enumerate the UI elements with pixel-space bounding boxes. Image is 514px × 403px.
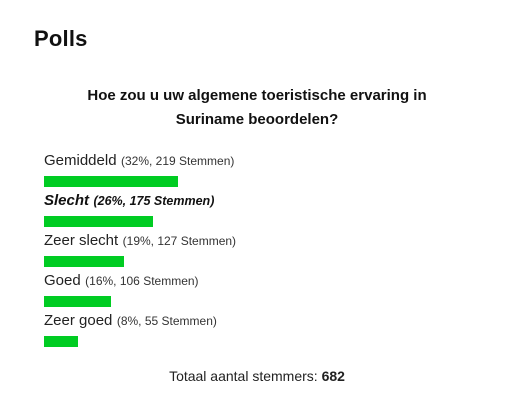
result-bar-track (44, 176, 474, 187)
poll-question-line2: Suriname beoordelen? (175, 111, 339, 128)
poll-options: Gemiddeld (32%, 219 Stemmen) Slecht (26%… (44, 150, 484, 350)
total-voters: Totaal aantal stemmers: 682 (0, 368, 514, 384)
result-bar-track (44, 296, 474, 307)
option-label: Zeer slecht (44, 232, 119, 249)
result-bar (44, 176, 178, 187)
result-bar (44, 336, 78, 347)
option-stats: (32%, 219 Stemmen) (121, 154, 235, 168)
total-voters-value: 682 (321, 368, 345, 384)
result-bar (44, 296, 111, 307)
option-stats: (26%, 175 Stemmen) (93, 194, 215, 208)
poll-option-slecht: Slecht (26%, 175 Stemmen) (44, 190, 484, 230)
result-bar-track (44, 256, 474, 267)
option-stats: (19%, 127 Stemmen) (122, 234, 237, 248)
total-voters-label: Totaal aantal stemmers: (169, 368, 318, 384)
option-stats: (16%, 106 Stemmen) (85, 274, 199, 288)
option-label-row: Slecht (26%, 175 Stemmen) (44, 190, 484, 212)
option-label-row: Zeer slecht (19%, 127 Stemmen) (44, 230, 484, 252)
poll-question-line1: Hoe zou u uw algemene toeristische ervar… (87, 87, 427, 104)
option-label-row: Goed (16%, 106 Stemmen) (44, 270, 484, 292)
option-stats: (8%, 55 Stemmen) (116, 314, 217, 328)
option-label: Gemiddeld (44, 152, 117, 169)
result-bar (44, 256, 124, 267)
poll-option-gemiddeld: Gemiddeld (32%, 219 Stemmen) (44, 150, 484, 190)
poll-option-zeer-slecht: Zeer slecht (19%, 127 Stemmen) (44, 230, 484, 270)
poll-question: Hoe zou u uw algemene toeristische ervar… (20, 84, 494, 132)
option-label-row: Zeer goed (8%, 55 Stemmen) (44, 310, 484, 332)
poll-option-goed: Goed (16%, 106 Stemmen) (44, 270, 484, 310)
option-label: Goed (44, 272, 81, 289)
option-label-row: Gemiddeld (32%, 219 Stemmen) (44, 150, 484, 172)
widget-title: Polls (34, 26, 88, 51)
result-bar-track (44, 336, 474, 347)
result-bar (44, 216, 153, 227)
option-label: Slecht (44, 192, 90, 209)
result-bar-track (44, 216, 474, 227)
option-label: Zeer goed (44, 312, 113, 329)
poll-option-zeer-goed: Zeer goed (8%, 55 Stemmen) (44, 310, 484, 350)
